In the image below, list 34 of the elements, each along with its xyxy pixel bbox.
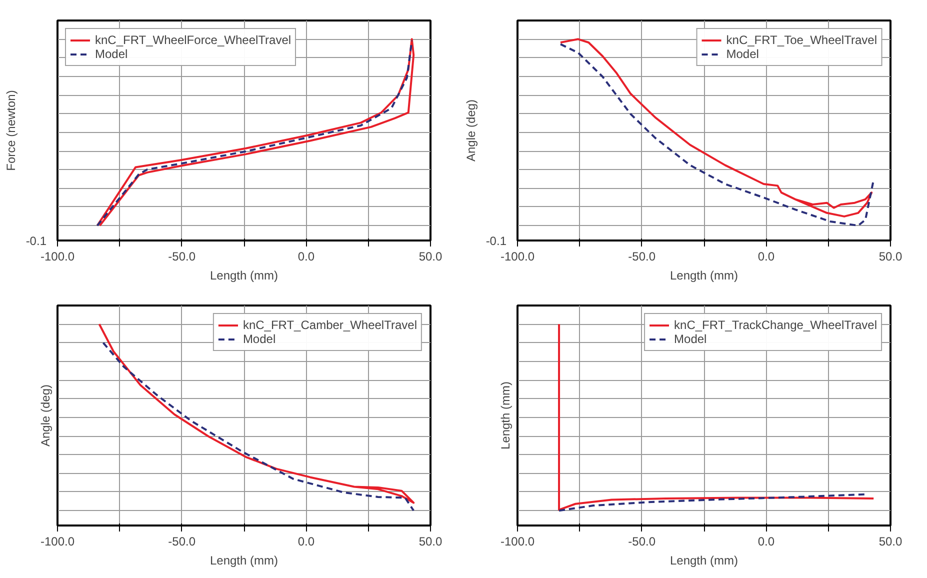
x-tick-label: -100.0 [40, 534, 75, 548]
x-tick-label: 50.0 [878, 534, 903, 548]
x-tick-label: -50.0 [168, 250, 196, 264]
x-tick-label: 50.0 [418, 250, 443, 264]
x-tick-label: 0.0 [758, 250, 775, 264]
x-tick-label: -100.0 [500, 250, 535, 264]
x-tick-label: -50.0 [628, 250, 656, 264]
x-tick-label: -50.0 [168, 534, 196, 548]
y-axis-title: Angle (deg) [38, 384, 52, 447]
legend-label: knC_FRT_WheelForce_WheelTravel [95, 33, 292, 47]
legend-label: Model [726, 47, 759, 61]
y-axis-title: Angle (deg) [464, 99, 478, 162]
x-tick-label: -100.0 [40, 250, 75, 264]
x-axis-title: Length (mm) [210, 554, 278, 568]
legend-label: knC_FRT_Toe_WheelTravel [726, 33, 877, 47]
x-tick-label: 0.0 [758, 534, 775, 548]
x-axis-title: Length (mm) [210, 268, 278, 282]
x-tick-label: -50.0 [628, 534, 656, 548]
x-tick-label: -100.0 [500, 534, 535, 548]
x-axis-title: Length (mm) [670, 268, 738, 282]
legend-label: Model [242, 332, 276, 346]
x-tick-label: 50.0 [878, 250, 903, 264]
y-axis-title: Length (mm) [498, 381, 512, 450]
x-axis-title: Length (mm) [670, 554, 738, 568]
legend-label: knC_FRT_TrackChange_WheelTravel [674, 318, 877, 332]
text: -0.1 [26, 234, 47, 248]
legend-label: Model [674, 332, 707, 346]
text: -0.1 [486, 234, 507, 248]
x-tick-label: 0.0 [298, 250, 315, 264]
x-tick-label: 50.0 [418, 534, 443, 548]
y-axis-title: Force (newton) [4, 90, 18, 171]
legend-label: Model [95, 47, 128, 61]
x-tick-label: 0.0 [298, 534, 315, 548]
legend-label: knC_FRT_Camber_WheelTravel [242, 318, 417, 332]
